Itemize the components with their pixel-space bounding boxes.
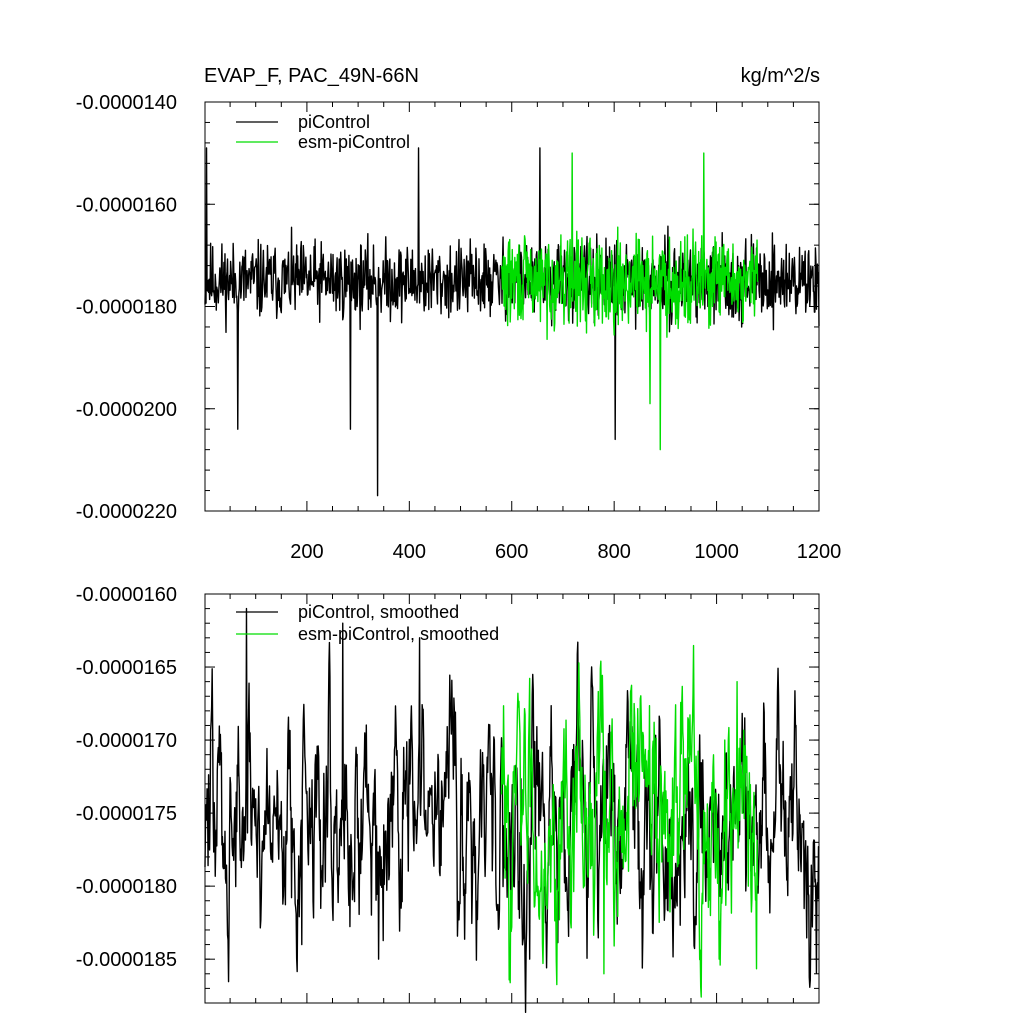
x-tick-label: 400	[393, 541, 426, 563]
series-line-1	[500, 644, 759, 998]
y-tick-label: -0.0000160	[76, 194, 177, 216]
x-tick-label: 1000	[694, 541, 739, 563]
y-tick-label: -0.0000200	[76, 399, 177, 421]
y-tick-label: -0.0000165	[76, 657, 177, 679]
y-tick-label: -0.0000220	[76, 501, 177, 523]
y-tick-label: -0.0000175	[76, 803, 177, 825]
x-tick-label: 200	[290, 541, 323, 563]
legend-label-picontrol: piControl	[298, 112, 370, 132]
top-legend: piControl esm-piControl	[236, 112, 410, 152]
top-panel: EVAP_F, PAC_49N-66N kg/m^2/s 200 400 600 80…	[76, 65, 841, 563]
y-tick-label: -0.0000180	[76, 297, 177, 319]
x-tick-label: 1200	[797, 541, 842, 563]
bottom-axis-ticks: -0.0000160 -0.0000165 -0.0000170 -0.0000175…	[76, 584, 820, 1004]
x-tick-label: 600	[495, 541, 528, 563]
y-tick-label: -0.0000160	[76, 584, 177, 606]
series-line-1	[500, 152, 759, 451]
x-tick-label: 800	[597, 541, 630, 563]
legend-label-esm-picontrol: esm-piControl	[298, 132, 410, 152]
legend-label-esm-picontrol-smoothed: esm-piControl, smoothed	[298, 624, 499, 644]
top-series-lines	[204, 147, 820, 497]
y-tick-label: -0.0000140	[76, 92, 177, 114]
legend-label-picontrol-smoothed: piControl, smoothed	[298, 602, 459, 622]
y-tick-label: -0.0000180	[76, 876, 177, 898]
top-axis-ticks: 200 400 600 800 1000 1200 -0.0000140 -0.0000160…	[76, 92, 841, 563]
series-line-0	[204, 147, 820, 497]
bottom-panel: -0.0000160 -0.0000165 -0.0000170 -0.0000175…	[76, 584, 820, 1014]
top-plot-frame	[204, 101, 820, 512]
y-tick-label: -0.0000170	[76, 730, 177, 752]
y-tick-label: -0.0000185	[76, 949, 177, 971]
top-panel-units: kg/m^2/s	[741, 65, 820, 87]
bottom-series-lines	[204, 607, 820, 1014]
top-panel-title: EVAP_F, PAC_49N-66N	[204, 65, 419, 87]
bottom-legend: piControl, smoothed esm-piControl, smoot…	[236, 602, 499, 644]
